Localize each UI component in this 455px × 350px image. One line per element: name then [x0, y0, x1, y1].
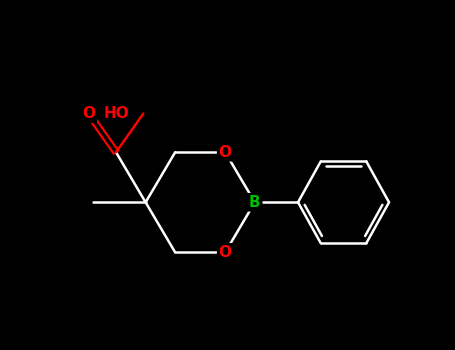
Text: O: O [219, 145, 232, 160]
Text: B: B [249, 195, 261, 210]
Text: O: O [219, 245, 232, 260]
Text: HO: HO [104, 106, 130, 121]
Text: O: O [82, 106, 95, 121]
